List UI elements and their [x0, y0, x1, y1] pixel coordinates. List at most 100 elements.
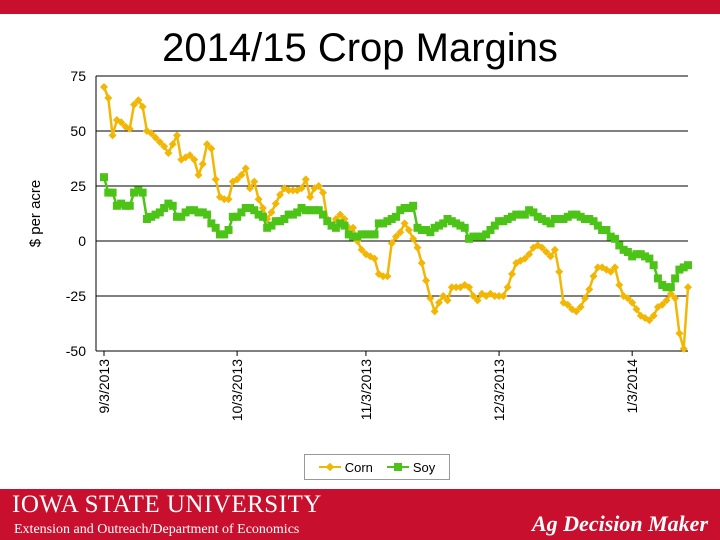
data-point-soy — [323, 217, 332, 226]
x-tick-label: 11/3/2013 — [358, 359, 374, 420]
data-point-soy — [168, 201, 177, 210]
data-point-corn — [284, 186, 293, 195]
data-point-corn — [495, 292, 504, 300]
data-point-soy — [370, 230, 379, 239]
data-point-corn — [301, 175, 310, 184]
data-point-corn — [490, 292, 499, 300]
data-point-corn — [357, 245, 366, 254]
data-point-soy — [447, 217, 456, 226]
data-point-corn — [379, 272, 388, 281]
data-point-soy — [628, 252, 637, 261]
data-point-corn — [349, 223, 358, 232]
series-soy — [100, 173, 692, 292]
data-point-soy — [409, 201, 418, 210]
data-point-soy — [593, 221, 602, 230]
data-point-soy — [671, 274, 680, 283]
data-point-soy — [258, 212, 267, 221]
data-point-soy — [288, 210, 297, 219]
data-point-soy — [104, 188, 113, 197]
data-point-soy — [271, 217, 280, 226]
data-point-soy — [194, 208, 203, 217]
data-point-corn — [125, 124, 134, 133]
data-point-corn — [147, 129, 156, 138]
data-point-soy — [434, 221, 443, 230]
legend: Corn Soy — [304, 454, 450, 480]
data-point-corn — [542, 248, 551, 256]
data-point-corn — [666, 289, 675, 298]
data-point-soy — [336, 219, 345, 228]
data-point-soy — [151, 210, 160, 219]
data-point-soy — [563, 212, 572, 221]
data-point-soy — [666, 283, 675, 292]
data-point-soy — [215, 230, 224, 239]
soy-marker-icon — [386, 462, 409, 472]
data-point-soy — [383, 217, 392, 226]
data-point-corn — [473, 296, 482, 305]
data-point-corn — [417, 259, 426, 267]
data-point-soy — [662, 283, 671, 292]
data-point-soy — [331, 223, 340, 232]
data-point-soy — [658, 281, 667, 289]
data-point-corn — [593, 263, 602, 272]
data-point-soy — [228, 212, 237, 221]
data-point-soy — [490, 221, 499, 230]
data-point-soy — [211, 223, 220, 232]
data-point-corn — [503, 283, 512, 292]
data-point-corn — [671, 294, 680, 303]
legend-label-corn: Corn — [344, 459, 373, 475]
data-point-soy — [542, 217, 551, 226]
data-point-corn — [507, 270, 516, 278]
data-point-soy — [649, 261, 658, 270]
data-point-corn — [538, 243, 546, 252]
data-point-corn — [546, 252, 555, 261]
data-point-corn — [254, 195, 263, 204]
data-point-corn — [465, 283, 473, 292]
data-point-soy — [108, 188, 117, 197]
data-point-corn — [392, 232, 400, 241]
data-point-soy — [241, 204, 250, 212]
data-point-corn — [452, 283, 461, 292]
data-point-soy — [310, 206, 319, 215]
data-point-soy — [559, 215, 568, 223]
data-point-corn — [645, 316, 654, 325]
data-point-corn — [224, 195, 233, 204]
data-point-soy — [155, 208, 164, 217]
data-point-corn — [194, 171, 203, 179]
data-point-soy — [284, 210, 293, 219]
data-point-soy — [456, 221, 465, 230]
x-tick-label: 12/3/2013 — [491, 359, 507, 421]
data-point-soy — [550, 215, 559, 223]
x-tick-label: 10/3/2013 — [229, 359, 245, 421]
data-point-soy — [611, 234, 619, 243]
data-point-soy — [675, 265, 684, 274]
data-point-corn — [615, 281, 624, 289]
data-point-corn — [550, 245, 559, 254]
data-point-corn — [563, 300, 572, 309]
data-point-soy — [580, 215, 589, 223]
data-point-corn — [396, 228, 405, 237]
data-point-soy — [361, 230, 370, 239]
legend-item-soy: Soy — [386, 460, 435, 475]
data-point-soy — [426, 228, 435, 237]
data-point-soy — [100, 173, 108, 182]
data-point-corn — [422, 276, 431, 285]
data-point-soy — [430, 223, 439, 232]
data-point-soy — [636, 250, 645, 259]
data-point-corn — [241, 164, 250, 173]
data-point-corn — [632, 305, 641, 314]
data-point-soy — [465, 234, 473, 243]
data-point-soy — [679, 263, 688, 272]
data-point-corn — [190, 155, 199, 164]
data-point-corn — [649, 311, 658, 320]
data-point-soy — [147, 212, 156, 221]
data-point-soy — [112, 201, 121, 210]
data-point-soy — [585, 215, 594, 223]
data-point-soy — [598, 226, 607, 234]
data-point-corn — [606, 267, 615, 276]
data-point-soy — [387, 215, 396, 223]
data-point-soy — [254, 210, 263, 219]
data-point-soy — [632, 250, 641, 259]
data-point-soy — [422, 226, 431, 234]
data-point-corn — [164, 149, 173, 157]
data-point-soy — [546, 219, 555, 228]
